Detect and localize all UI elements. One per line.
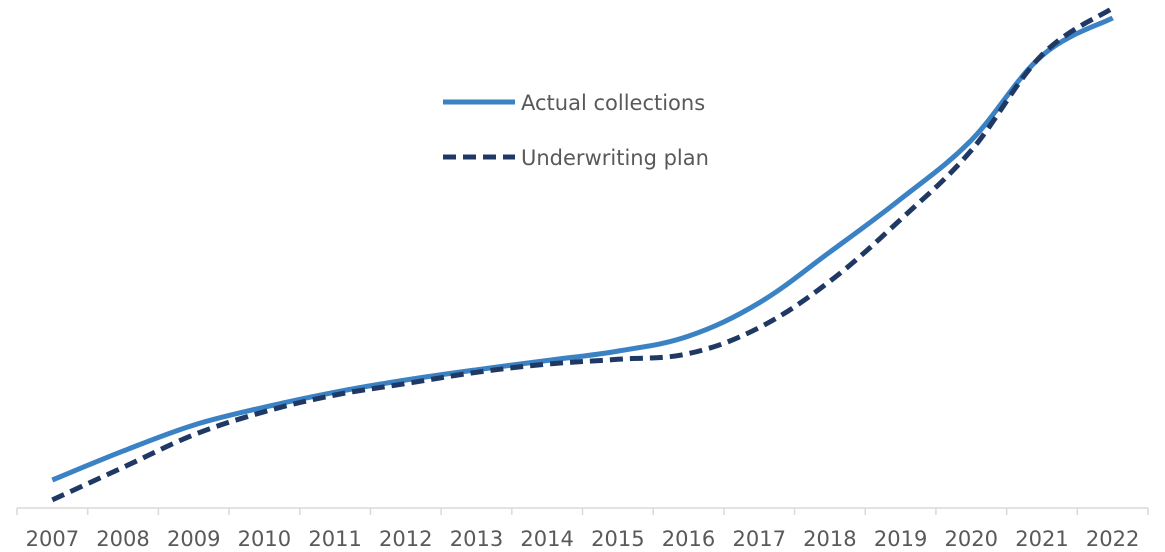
x-tick-label: 2007 xyxy=(26,527,79,551)
x-tick-label: 2009 xyxy=(167,527,220,551)
x-axis: 2007 2008 2009 2010 2011 2012 2013 2014 2015 2016… xyxy=(16,507,1149,551)
x-tick-label: 2022 xyxy=(1086,527,1139,551)
x-tick-label: 2017 xyxy=(732,527,785,551)
legend: Actual collections Underwriting plan xyxy=(443,91,709,170)
x-tick-label: 2019 xyxy=(874,527,927,551)
x-tick-label: 2011 xyxy=(308,527,361,551)
series-layer xyxy=(51,5,1115,503)
x-tick-label: 2018 xyxy=(803,527,856,551)
x-tick-label: 2012 xyxy=(379,527,432,551)
x-tick-label: 2021 xyxy=(1015,527,1068,551)
x-tick-label: 2016 xyxy=(662,527,715,551)
x-tick-label: 2008 xyxy=(96,527,149,551)
x-tick-label: 2020 xyxy=(945,527,998,551)
legend-label-actual-collections: Actual collections xyxy=(521,91,705,115)
series-line-actual-collections xyxy=(51,15,1114,483)
x-tick-label: 2013 xyxy=(450,527,503,551)
legend-label-underwriting-plan: Underwriting plan xyxy=(521,146,709,170)
x-tick-label: 2015 xyxy=(591,527,644,551)
x-tick-label: 2014 xyxy=(520,527,573,551)
series-line-underwriting-plan xyxy=(51,5,1115,503)
x-tick-label: 2010 xyxy=(238,527,291,551)
